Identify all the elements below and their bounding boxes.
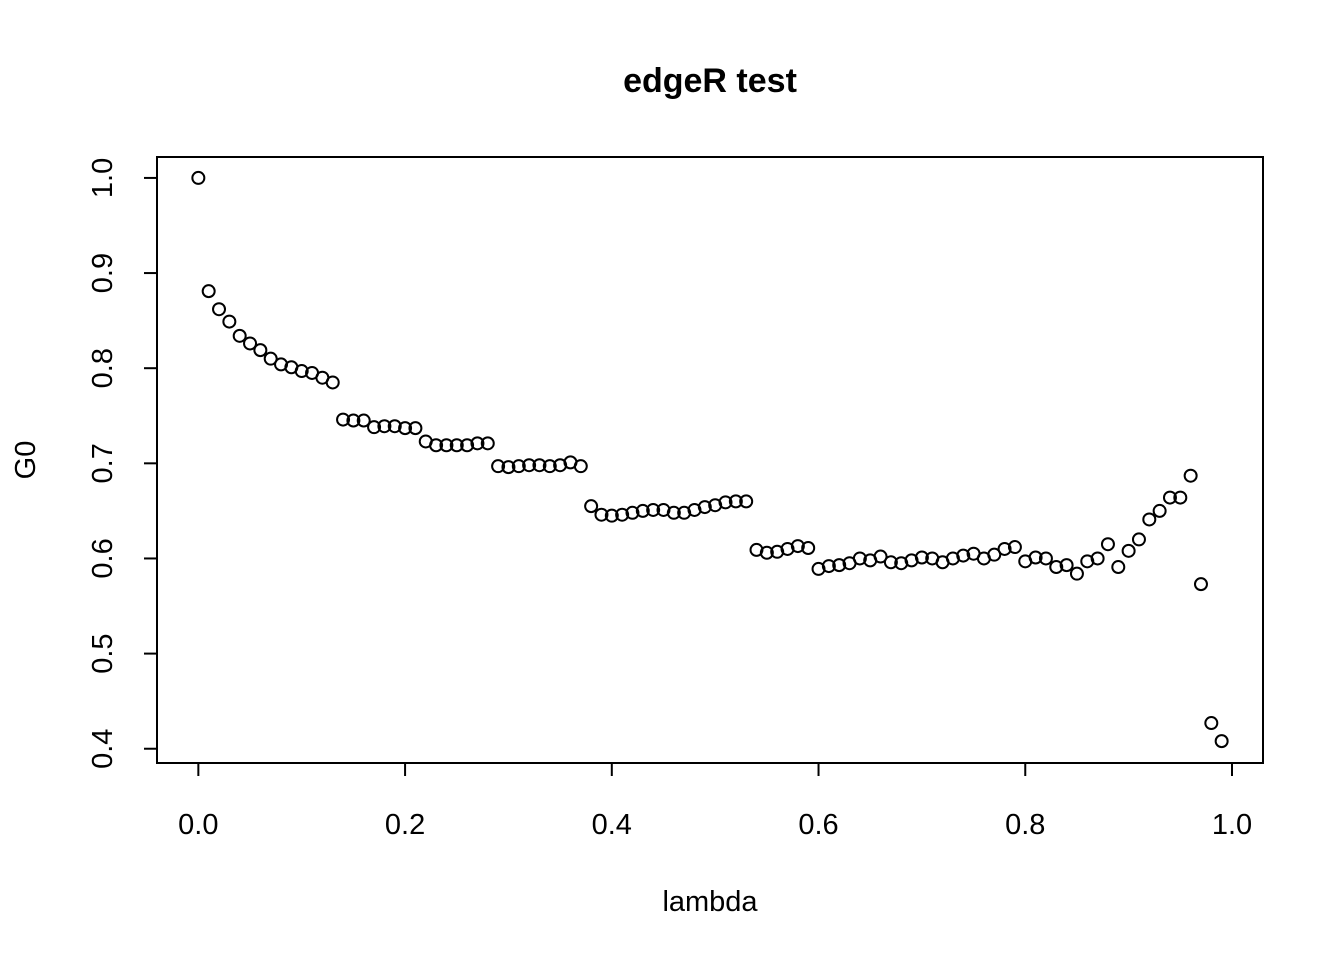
data-point xyxy=(439,438,454,453)
data-point xyxy=(801,540,816,555)
data-point xyxy=(243,336,258,351)
data-point xyxy=(325,375,340,390)
data-point xyxy=(718,495,733,510)
data-point xyxy=(542,459,557,474)
data-point xyxy=(294,364,309,379)
x-tick-label: 0.0 xyxy=(178,809,218,841)
data-point xyxy=(1100,537,1115,552)
data-point xyxy=(263,351,278,366)
data-point xyxy=(356,413,371,428)
data-point xyxy=(1038,551,1053,566)
data-point xyxy=(594,507,609,522)
data-point xyxy=(852,551,867,566)
data-point xyxy=(666,505,681,520)
data-point xyxy=(646,502,661,517)
data-point xyxy=(759,545,774,560)
data-point xyxy=(1193,577,1208,592)
data-point xyxy=(1183,468,1198,483)
data-point xyxy=(1028,550,1043,565)
plot-frame xyxy=(156,156,1264,764)
data-point xyxy=(821,559,836,574)
y-tick-label: 0.6 xyxy=(87,538,119,578)
x-axis-label: lambda xyxy=(662,886,758,918)
data-point xyxy=(1152,503,1167,518)
x-tick-label: 0.4 xyxy=(592,809,632,841)
y-tick-label: 0.7 xyxy=(87,443,119,483)
data-point xyxy=(232,328,247,343)
data-point xyxy=(1173,490,1188,505)
data-point xyxy=(491,459,506,474)
data-point xyxy=(1204,716,1219,731)
data-point xyxy=(997,541,1012,556)
data-point xyxy=(832,558,847,573)
data-point xyxy=(615,507,630,522)
data-point xyxy=(387,419,402,434)
data-point xyxy=(956,548,971,563)
x-tick-label: 0.8 xyxy=(1005,809,1045,841)
data-points xyxy=(191,170,1229,749)
x-tick-label: 1.0 xyxy=(1212,809,1252,841)
data-point xyxy=(604,508,619,523)
data-point xyxy=(728,494,743,509)
data-point xyxy=(1059,558,1074,573)
data-point xyxy=(1007,540,1022,555)
data-point xyxy=(191,170,206,185)
data-point xyxy=(449,438,464,453)
data-point xyxy=(873,549,888,564)
x-tick-label: 0.2 xyxy=(385,809,425,841)
x-tick-label: 0.6 xyxy=(798,809,838,841)
data-point xyxy=(914,550,929,565)
data-point xyxy=(398,421,413,436)
x-axis: 0.0 0.2 0.4 0.6 0.8 1.0 xyxy=(178,762,1252,841)
y-tick-label: 0.4 xyxy=(87,729,119,769)
data-point xyxy=(511,459,526,474)
data-point xyxy=(883,555,898,570)
data-point xyxy=(501,460,516,475)
data-point xyxy=(253,343,268,358)
data-point xyxy=(1214,734,1229,749)
data-point xyxy=(1121,543,1136,558)
data-point xyxy=(212,302,227,317)
data-point xyxy=(1090,551,1105,566)
y-tick-label: 0.9 xyxy=(87,253,119,293)
data-point xyxy=(573,459,588,474)
data-point xyxy=(739,494,754,509)
data-point xyxy=(635,503,650,518)
chart-title: edgeR test xyxy=(623,62,797,100)
data-point xyxy=(625,505,640,520)
y-tick-label: 1.0 xyxy=(87,158,119,198)
data-point xyxy=(201,284,216,299)
data-point xyxy=(1111,560,1126,575)
data-point xyxy=(1162,490,1177,505)
data-point xyxy=(346,413,361,428)
data-point xyxy=(697,500,712,515)
data-point xyxy=(987,547,1002,562)
data-point xyxy=(1069,566,1084,581)
data-point xyxy=(790,539,805,554)
data-point xyxy=(1142,512,1157,527)
data-point xyxy=(222,314,237,329)
data-point xyxy=(480,436,495,451)
data-point xyxy=(1131,532,1146,547)
data-point xyxy=(429,438,444,453)
y-tick-label: 0.5 xyxy=(87,633,119,673)
data-point xyxy=(460,438,475,453)
data-point xyxy=(336,412,351,427)
data-point xyxy=(408,421,423,436)
y-axis-label: G0 xyxy=(10,441,42,480)
data-point xyxy=(1049,560,1064,575)
y-axis: 0.4 0.5 0.6 0.7 0.8 0.9 1.0 xyxy=(87,158,158,769)
data-point xyxy=(532,458,547,473)
data-point xyxy=(470,436,485,451)
data-point xyxy=(377,419,392,434)
data-point xyxy=(584,499,599,514)
y-tick-label: 0.8 xyxy=(87,348,119,388)
data-point xyxy=(367,420,382,435)
data-point xyxy=(522,458,537,473)
